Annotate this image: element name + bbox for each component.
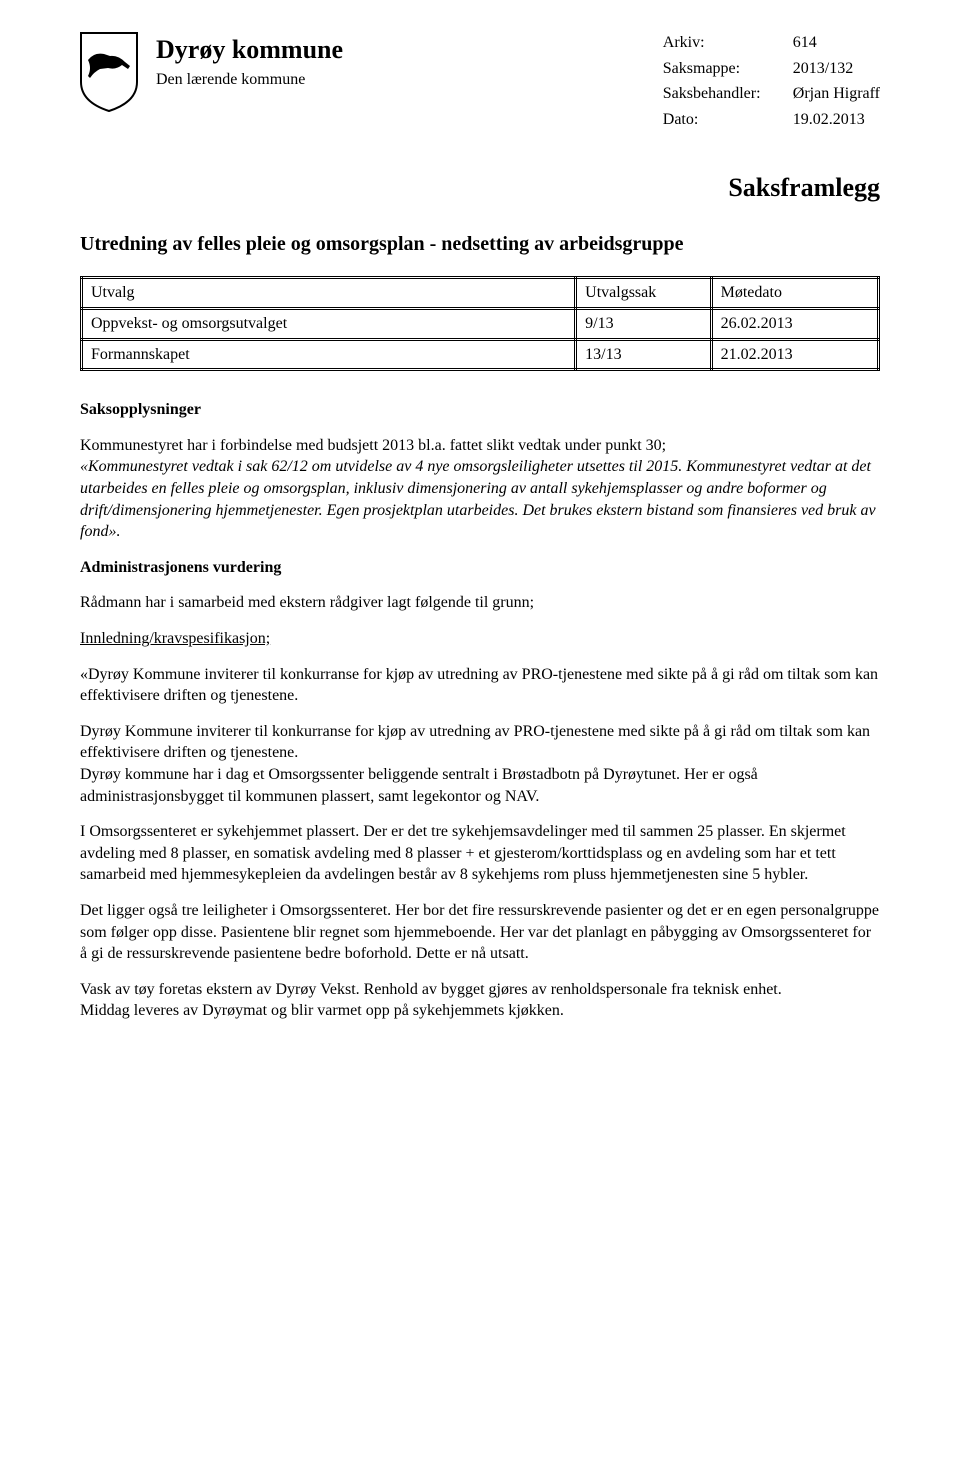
saksframlegg-label: Saksframlegg — [80, 170, 880, 205]
text: Dyrøy kommune har i dag et Omsorgssenter… — [80, 766, 758, 805]
meta-row: Arkiv: 614 — [663, 32, 880, 54]
td: 21.02.2013 — [711, 339, 878, 370]
td: 13/13 — [576, 339, 711, 370]
th-utvalg: Utvalg — [82, 278, 576, 309]
table-header-row: Utvalg Utvalgssak Møtedato — [82, 278, 879, 309]
text: Dyrøy Kommune inviterer til konkurranse … — [80, 723, 870, 762]
meta-label: Saksmappe: — [663, 58, 793, 80]
innledning-label: Innledning/kravspesifikasjon; — [80, 628, 880, 650]
paragraph: Dyrøy Kommune inviterer til konkurranse … — [80, 721, 880, 807]
table-row: Oppvekst- og omsorgsutvalget 9/13 26.02.… — [82, 309, 879, 340]
meta-value: Ørjan Higraff — [793, 83, 880, 105]
text: Vask av tøy foretas ekstern av Dyrøy Vek… — [80, 981, 782, 998]
utvalg-table: Utvalg Utvalgssak Møtedato Oppvekst- og … — [80, 276, 880, 371]
org-subtitle: Den lærende kommune — [156, 69, 597, 91]
paragraph: Rådmann har i samarbeid med ekstern rådg… — [80, 592, 880, 614]
text: Kommunestyret har i forbindelse med buds… — [80, 437, 666, 454]
admin-vurdering-heading: Administrasjonens vurdering — [80, 557, 880, 579]
table-row: Formannskapet 13/13 21.02.2013 — [82, 339, 879, 370]
meta-label: Dato: — [663, 109, 793, 131]
paragraph: Vask av tøy foretas ekstern av Dyrøy Vek… — [80, 979, 880, 1022]
org-block: Dyrøy kommune Den lærende kommune — [156, 32, 597, 91]
meta-table: Arkiv: 614 Saksmappe: 2013/132 Saksbehan… — [663, 32, 880, 134]
meta-row: Dato: 19.02.2013 — [663, 109, 880, 131]
paragraph: I Omsorgssenteret er sykehjemmet plasser… — [80, 821, 880, 886]
td: 26.02.2013 — [711, 309, 878, 340]
meta-label: Saksbehandler: — [663, 83, 793, 105]
document-title: Utredning av felles pleie og omsorgsplan… — [80, 231, 880, 258]
td: Formannskapet — [82, 339, 576, 370]
th-motedato: Møtedato — [711, 278, 878, 309]
text: Middag leveres av Dyrøymat og blir varme… — [80, 1002, 564, 1019]
meta-row: Saksmappe: 2013/132 — [663, 58, 880, 80]
paragraph: «Dyrøy Kommune inviterer til konkurranse… — [80, 664, 880, 707]
paragraph: Det ligger også tre leiligheter i Omsorg… — [80, 900, 880, 965]
td: Oppvekst- og omsorgsutvalget — [82, 309, 576, 340]
document-header: Dyrøy kommune Den lærende kommune Arkiv:… — [80, 32, 880, 134]
municipality-logo — [80, 32, 138, 112]
meta-value: 614 — [793, 32, 817, 54]
paragraph: Kommunestyret har i forbindelse med buds… — [80, 435, 880, 543]
meta-value: 2013/132 — [793, 58, 853, 80]
th-utvalgssak: Utvalgssak — [576, 278, 711, 309]
meta-row: Saksbehandler: Ørjan Higraff — [663, 83, 880, 105]
td: 9/13 — [576, 309, 711, 340]
meta-value: 19.02.2013 — [793, 109, 865, 131]
meta-label: Arkiv: — [663, 32, 793, 54]
saksopplysninger-heading: Saksopplysninger — [80, 399, 880, 421]
org-title: Dyrøy kommune — [156, 32, 597, 67]
italic-quote: «Kommunestyret vedtak i sak 62/12 om utv… — [80, 458, 876, 540]
